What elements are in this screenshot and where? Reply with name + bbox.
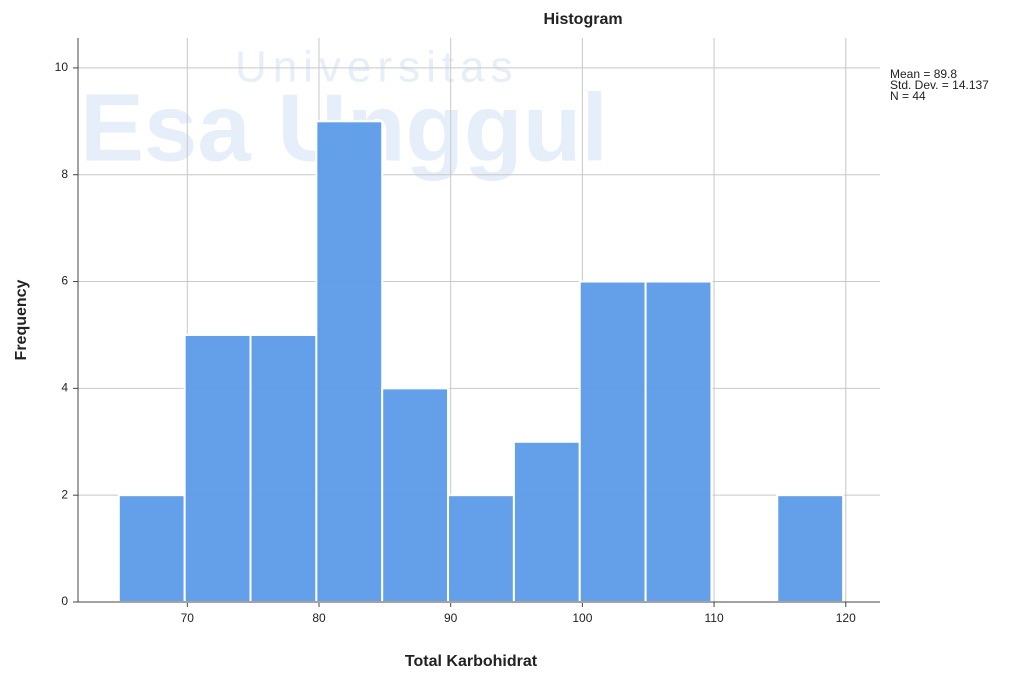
annotation: Std. Dev. = 14.137 <box>890 78 989 92</box>
x-tick-label: 100 <box>572 611 592 625</box>
y-tick-label: 4 <box>61 381 68 395</box>
bar <box>512 440 581 604</box>
bar <box>117 494 186 604</box>
bar <box>776 494 845 604</box>
annotation: Mean = 89.8 <box>890 67 957 81</box>
y-axis-label: Frequency <box>13 279 30 360</box>
chart-title: Histogram <box>543 11 622 28</box>
bar <box>249 333 318 603</box>
annotation: N = 44 <box>890 89 926 103</box>
y-tick-label: 8 <box>61 167 68 181</box>
bar <box>578 280 647 603</box>
y-tick-label: 6 <box>61 274 68 288</box>
y-tick-label: 0 <box>61 594 68 608</box>
bar <box>183 333 252 603</box>
bar <box>381 387 450 604</box>
y-tick-label: 10 <box>55 60 69 74</box>
x-tick-label: 80 <box>312 611 326 625</box>
bar <box>447 494 515 604</box>
x-tick-label: 70 <box>181 611 195 625</box>
bar <box>315 120 384 604</box>
bar <box>644 280 713 603</box>
x-tick-label: 90 <box>444 611 458 625</box>
x-tick-label: 120 <box>836 611 856 625</box>
y-tick-label: 2 <box>61 487 68 501</box>
x-tick-label: 110 <box>704 611 723 625</box>
watermark: Universitas <box>235 43 519 92</box>
x-axis-label: Total Karbohidrat <box>405 653 538 670</box>
